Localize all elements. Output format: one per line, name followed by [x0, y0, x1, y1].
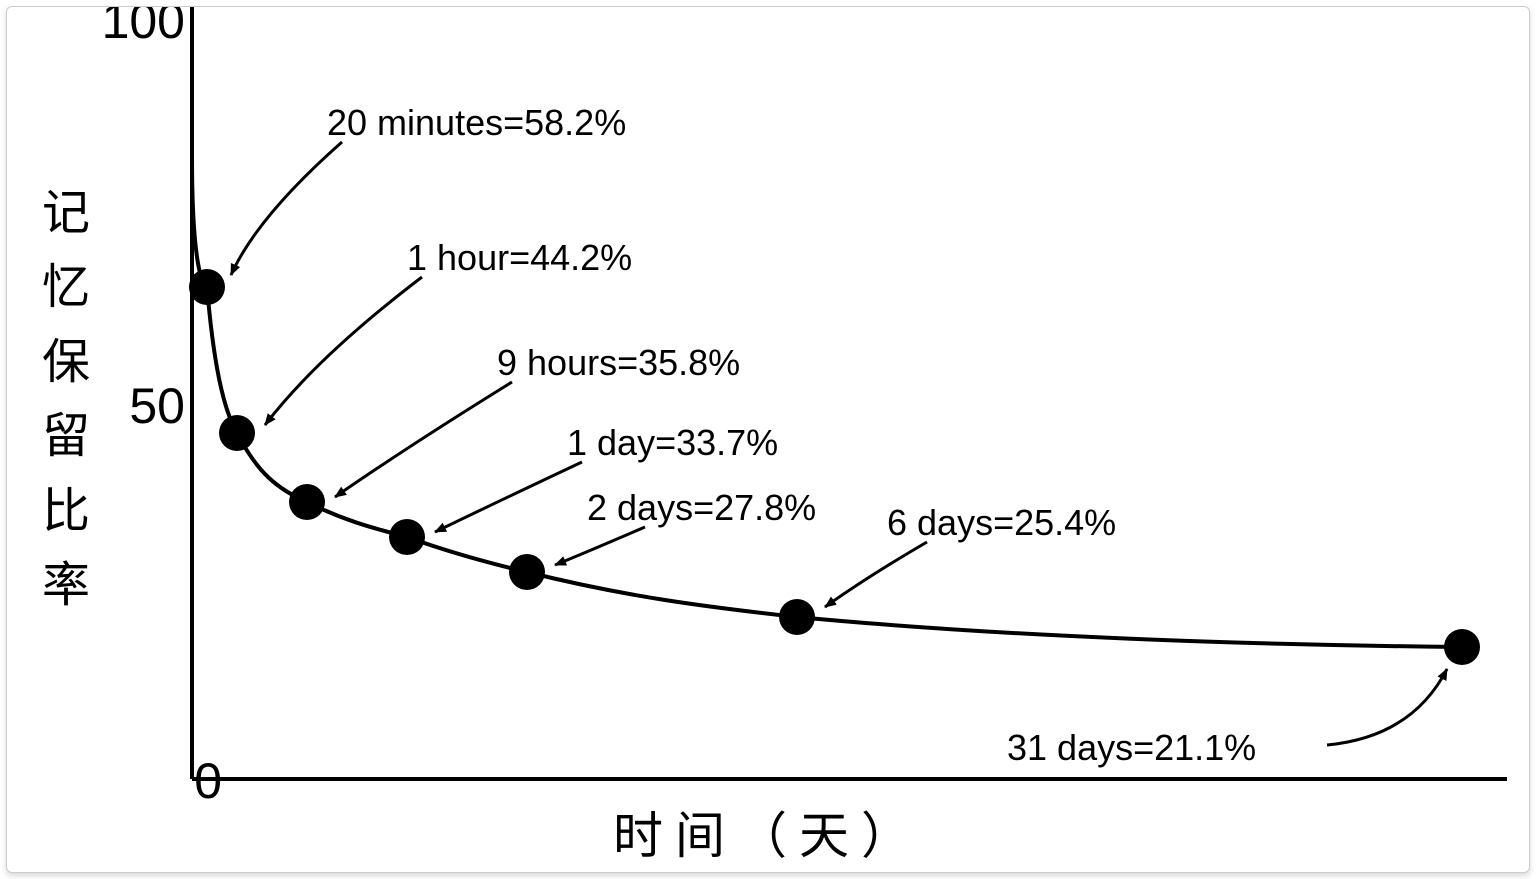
data-point: [1444, 629, 1480, 665]
annotation-label: 1 day=33.7%: [567, 422, 778, 464]
ylabel-char: 率: [37, 549, 97, 623]
data-point: [779, 599, 815, 635]
annotation-label: 6 days=25.4%: [887, 502, 1116, 544]
x-axis-label: 时间（天）: [7, 796, 1529, 868]
data-point: [389, 519, 425, 555]
ylabel-char: 保: [37, 326, 97, 400]
annotation-arrow: [231, 142, 342, 275]
annotation-label: 2 days=27.8%: [587, 487, 816, 529]
data-point: [219, 415, 255, 451]
annotation-arrows: [231, 142, 1447, 745]
chart-frame: 100 50 0 记 忆 保 留 比 率 时间（天） 20 minutes=58…: [6, 6, 1530, 873]
annotation-arrow: [1327, 669, 1447, 745]
ytick-50: 50: [95, 377, 185, 435]
annotation-arrow: [825, 542, 927, 607]
ylabel-char: 比: [37, 475, 97, 549]
annotation-arrow: [335, 382, 512, 497]
annotation-arrow: [435, 462, 582, 532]
ylabel-char: 留: [37, 400, 97, 474]
annotation-arrow: [555, 527, 645, 565]
annotation-label: 20 minutes=58.2%: [327, 102, 626, 144]
data-point: [189, 269, 225, 305]
y-axis-label: 记 忆 保 留 比 率: [37, 177, 97, 623]
data-markers: [189, 269, 1480, 665]
annotation-label: 1 hour=44.2%: [407, 237, 632, 279]
annotation-label: 9 hours=35.8%: [497, 342, 740, 384]
ylabel-char: 记: [37, 177, 97, 251]
data-point: [289, 484, 325, 520]
annotation-arrow: [265, 277, 422, 425]
ytick-100: 100: [95, 6, 185, 50]
data-point: [509, 554, 545, 590]
ylabel-char: 忆: [37, 251, 97, 325]
annotation-label: 31 days=21.1%: [1007, 727, 1256, 769]
